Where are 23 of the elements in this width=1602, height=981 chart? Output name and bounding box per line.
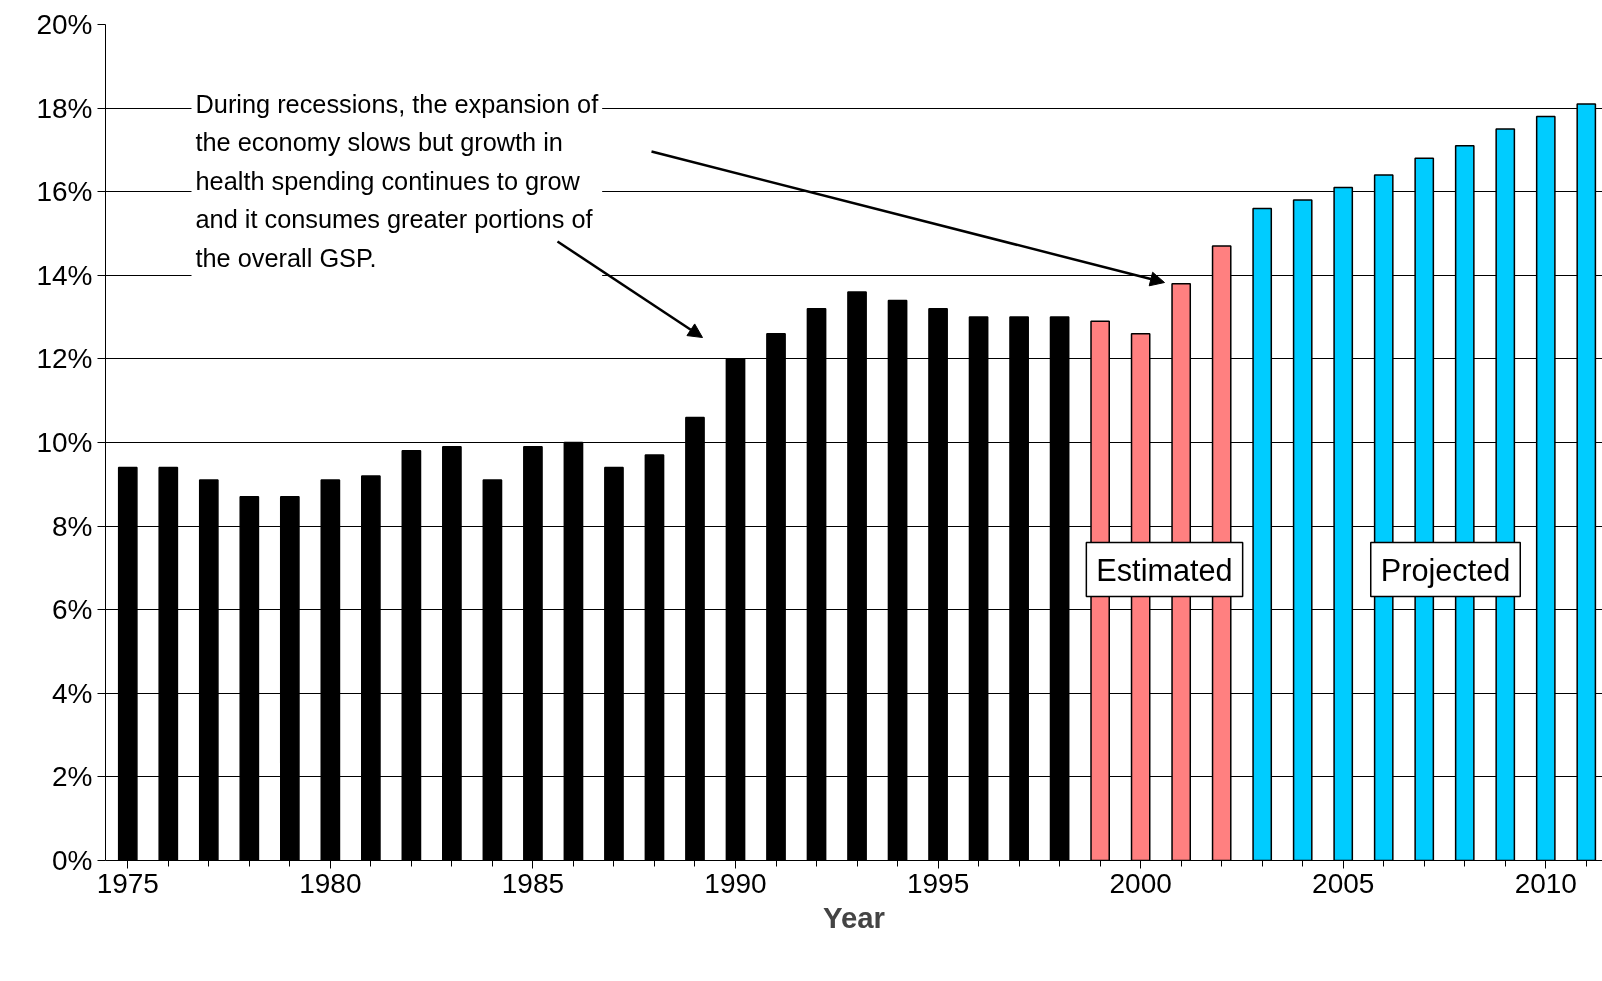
- x-tick-label: 2000: [1109, 867, 1172, 899]
- x-tick-label: 1990: [704, 867, 767, 899]
- y-tick-label: 16%: [36, 176, 93, 208]
- y-tick-label: 18%: [36, 92, 93, 124]
- annotation: During recessions, the expansion of the economy slows but growth in health spending continues to grow and it consumes greater portions of the overall GSP.: [195, 89, 600, 273]
- y-tick-label: 6%: [52, 594, 93, 626]
- annotation: Estimated: [1096, 552, 1233, 587]
- x-tick-label: 2010: [1514, 867, 1577, 899]
- y-tick-label: 4%: [52, 677, 93, 709]
- y-tick-label: 2%: [52, 761, 93, 793]
- annotation: Projected: [1380, 552, 1511, 588]
- x-tick-label: 1995: [906, 867, 970, 899]
- y-tick-label: 8%: [52, 510, 93, 542]
- x-tick-label: 2005: [1312, 867, 1375, 899]
- x-tick-label: 1980: [299, 867, 362, 899]
- y-tick-label: 10%: [36, 427, 93, 458]
- y-tick-label: 0%: [52, 845, 93, 876]
- y-tick-label: 14%: [36, 259, 93, 291]
- x-axis-title: Year: [823, 900, 885, 934]
- y-tick-label: 20%: [36, 9, 93, 40]
- y-tick-label: 12%: [36, 343, 93, 375]
- x-tick-label: 1975: [96, 867, 159, 899]
- x-tick-label: 1985: [501, 867, 565, 899]
